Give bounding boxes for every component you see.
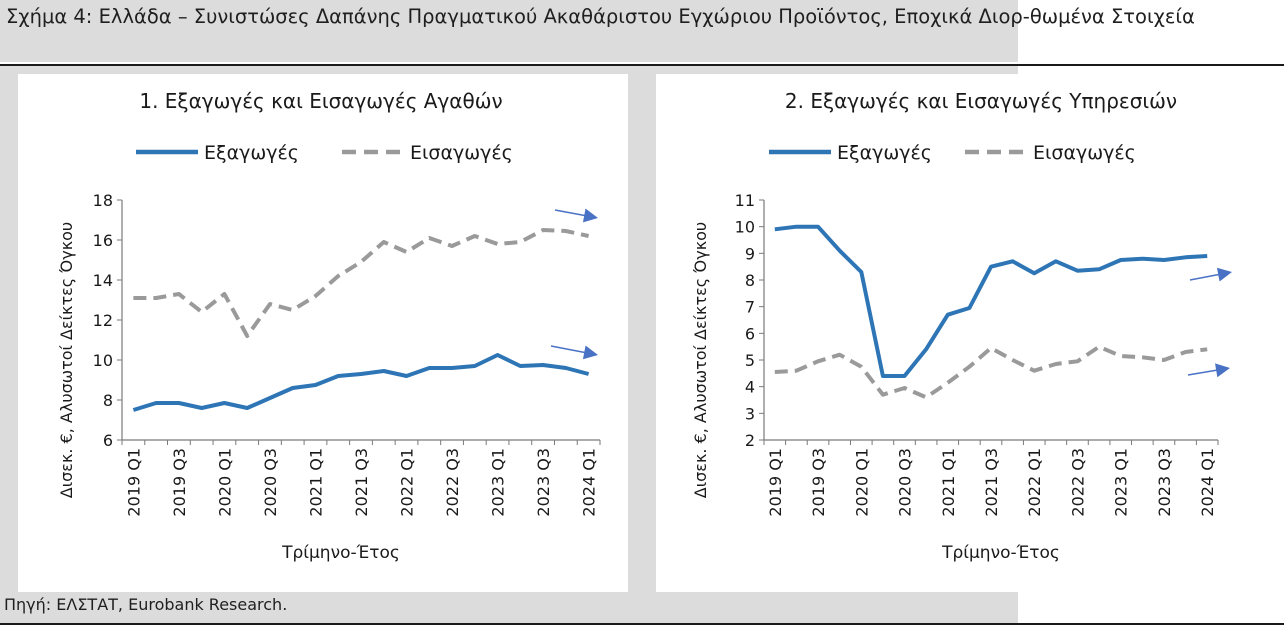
figure-title-box: Σχήμα 4: Ελλάδα – Συνιστώσες Δαπάνης Πρα… [0,0,1195,62]
x-tick-label: 2023 Q1 [1112,448,1131,517]
y-tick-label: 10 [735,218,755,237]
x-tick-label: 2021 Q1 [939,448,958,517]
x-tick-label: 2023 Q3 [534,448,553,517]
y-tick-label: 14 [93,271,113,290]
x-tick-label: 2023 Q3 [1155,448,1174,517]
trend-arrow-head [582,208,598,223]
x-tick-label: 2020 Q1 [215,448,234,517]
x-tick-label: 2020 Q1 [852,448,871,517]
trend-arrow-head [1215,363,1230,378]
x-tick-label: 2020 Q3 [261,448,280,517]
y-tick-label: 4 [745,378,755,397]
legend-label-exports: Εξαγωγές [204,142,299,164]
y-tick-label: 7 [745,298,755,317]
x-tick-label: 2019 Q1 [766,448,785,517]
legend-label-imports: Εισαγωγές [1033,142,1136,164]
series-line-imports [133,228,590,338]
x-tick-label: 2021 Q3 [352,448,371,517]
trend-arrow-head [1216,267,1232,282]
y-tick-label: 8 [745,271,755,290]
bottom-rule [0,623,1284,625]
y-tick-label: 5 [745,351,755,370]
y-tick-label: 8 [103,391,113,410]
legend-label-imports: Εισαγωγές [410,142,513,164]
trend-arrow-shaft [1189,273,1223,281]
chart-title: 2. Εξαγωγές και Εισαγωγές Υπηρεσιών [785,89,1177,113]
source-bar [0,592,1018,624]
x-tick-label: 2022 Q1 [398,448,417,517]
y-axis-label: Δισεκ. €, Αλυσωτοί Δείκτες Όγκου [691,222,710,498]
x-tick-label: 2021 Q1 [306,448,325,517]
x-axis-label: Τρίμηνο-Έτος [281,543,400,563]
trend-arrow-shaft [1187,368,1221,376]
x-tick-label: 2019 Q3 [809,448,828,517]
y-tick-label: 6 [745,324,755,343]
x-tick-label: 2022 Q3 [1068,448,1087,517]
chart-title: 1. Εξαγωγές και Εισαγωγές Αγαθών [139,89,502,113]
trend-arrow-shaft [550,345,589,354]
x-tick-label: 2021 Q3 [982,448,1001,517]
y-tick-label: 3 [745,404,755,423]
trend-arrow-shaft [554,209,589,217]
x-tick-label: 2020 Q3 [896,448,915,517]
trend-arrow-head [582,345,598,360]
x-tick-label: 2022 Q3 [443,448,462,517]
chart-1-area [18,74,628,592]
x-tick-label: 2024 Q1 [580,448,599,517]
x-tick-label: 2019 Q1 [124,448,143,517]
series-line-imports [774,344,1208,400]
y-tick-label: 16 [93,231,113,250]
source-note: Πηγή: ΕΛΣΤΑΤ, Eurobank Research. [4,595,288,614]
x-tick-label: 2024 Q1 [1198,448,1217,517]
x-tick-label: 2019 Q3 [170,448,189,517]
y-tick-label: 12 [93,311,113,330]
y-axis-label: Δισεκ. €, Αλυσωτοί Δείκτες Όγκου [57,222,76,498]
x-axis-label: Τρίμηνο-Έτος [941,543,1060,563]
y-tick-label: 10 [93,351,113,370]
title-rule [0,64,1284,66]
x-tick-label: 2023 Q1 [489,448,508,517]
y-tick-label: 11 [735,191,755,210]
y-tick-label: 6 [103,431,113,450]
x-tick-label: 2022 Q1 [1025,448,1044,517]
figure-title: Σχήμα 4: Ελλάδα – Συνιστώσες Δαπάνης Πρα… [6,5,1195,28]
y-tick-label: 9 [745,244,755,263]
y-tick-label: 2 [745,431,755,450]
y-tick-label: 18 [93,191,113,210]
legend-label-exports: Εξαγωγές [837,142,932,164]
